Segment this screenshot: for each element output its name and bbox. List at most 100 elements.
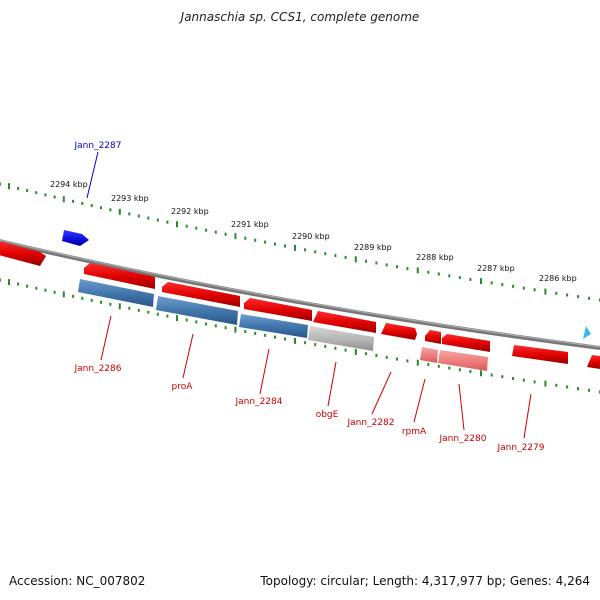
tick-label: 2288 kbp	[416, 253, 454, 262]
tick-label: 2293 kbp	[111, 194, 149, 203]
inner-scale-minor-tick	[533, 380, 536, 384]
outer-scale-minor-tick	[44, 193, 47, 197]
inner-scale-major-tick	[234, 326, 237, 333]
gene-arrow-jann-2286[interactable]	[84, 263, 155, 289]
inner-scale-minor-tick	[284, 337, 286, 341]
inner-scale-minor-tick	[0, 278, 1, 282]
outer-scale-minor-tick	[344, 255, 347, 259]
inner-scale-minor-tick	[437, 364, 440, 368]
inner-scale-minor-tick	[166, 314, 169, 318]
outer-scale-minor-tick	[490, 281, 493, 285]
outer-scale-minor-tick	[254, 238, 257, 242]
inner-scale-major-tick	[118, 303, 121, 310]
inner-scale-minor-tick	[427, 363, 430, 366]
gene-label-jann-2286[interactable]: Jann_2286	[74, 364, 122, 374]
gene-label-obge[interactable]: obgE	[316, 410, 339, 420]
gene-arrow-jann-2279[interactable]	[512, 345, 568, 364]
gene-label-jann-2280[interactable]: Jann_2280	[439, 434, 487, 444]
gene-track-obge[interactable]	[308, 326, 374, 351]
topology-summary: Topology: circular; Length: 4,317,977 bp…	[260, 574, 590, 588]
outer-scale-minor-tick	[195, 226, 198, 230]
outer-scale-minor-tick	[53, 195, 56, 199]
outer-scale-minor-tick	[264, 240, 267, 244]
outer-scale-minor-tick	[128, 212, 131, 216]
inner-scale-minor-tick	[109, 302, 112, 306]
inner-scale-minor-tick	[156, 312, 159, 316]
gene-label-leaders	[86, 151, 532, 439]
gene-arrow[interactable]	[587, 355, 600, 369]
gene-label-jann-2282[interactable]: Jann_2282	[347, 418, 395, 428]
gene-arrow-rpma[interactable]	[425, 330, 441, 344]
outer-scale-minor-tick	[274, 242, 276, 246]
outer-scale-minor-tick	[522, 286, 525, 290]
gene-track-jann-2286[interactable]	[78, 279, 154, 307]
gene-arrow-jann-2280[interactable]	[442, 334, 490, 352]
gene-label-jann-2279[interactable]: Jann_2279	[497, 443, 545, 453]
outer-scale-major-tick	[480, 278, 482, 285]
tick-label: 2287 kbp	[477, 264, 515, 273]
outer-scale-minor-tick	[334, 254, 337, 258]
inner-scale-minor-tick	[375, 354, 378, 357]
inner-scale-minor-tick	[264, 333, 267, 337]
inner-scale-minor-tick	[512, 377, 515, 380]
gene-arrow-jann-2287[interactable]	[62, 230, 89, 246]
gene-track-proa[interactable]	[156, 296, 238, 325]
outer-scale-minor-tick	[35, 191, 38, 195]
gene-arrow-obge[interactable]	[313, 311, 376, 333]
map-title: Jannaschia sp. CCS1, complete genome	[180, 10, 420, 24]
outer-scale-major-tick	[416, 267, 419, 274]
gene-arrow-proa[interactable]	[162, 282, 240, 307]
inner-scale-minor-tick	[147, 310, 150, 314]
outer-scale-minor-tick	[244, 236, 247, 240]
gene-arrow[interactable]	[0, 240, 46, 266]
tick-labels: 2294 kbp 2293 kbp 2292 kbp 2291 kbp 2290 kbp…	[50, 180, 577, 283]
inner-scale-minor-tick	[195, 320, 198, 324]
inner-scale-minor-tick	[334, 346, 337, 350]
outer-scale-minor-tick	[588, 296, 590, 300]
small-marker[interactable]	[583, 326, 591, 339]
outer-scale-minor-tick	[324, 252, 327, 256]
genome-backbone	[0, 239, 600, 350]
inner-scale-minor-tick	[385, 355, 388, 359]
inner-scale-minor-tick	[35, 286, 38, 290]
inner-scale-minor-tick	[588, 388, 590, 392]
outer-scale-minor-tick	[26, 189, 29, 193]
inner-scale-minor-tick	[448, 366, 451, 370]
outer-scale-minor-tick	[147, 216, 150, 220]
inner-scale-minor-tick	[72, 294, 75, 298]
gene-track-jann-2280[interactable]	[438, 350, 488, 371]
outer-scale-minor-tick	[284, 244, 286, 248]
gene-arrow-jann-2282[interactable]	[381, 323, 417, 340]
outer-scale-minor-tick	[90, 204, 93, 208]
gene-track-jann-2284[interactable]	[239, 314, 308, 338]
gene-label-rpma[interactable]: rpmA	[402, 427, 427, 437]
gene-track-rpma[interactable]	[420, 347, 438, 363]
inner-scale-minor-tick	[244, 330, 247, 333]
outer-scale-minor-tick	[533, 288, 536, 292]
inner-scale-minor-tick	[128, 306, 131, 310]
outer-scale-major-tick	[8, 183, 10, 190]
inner-scale-major-tick	[480, 370, 482, 377]
outer-scale-minor-tick	[458, 276, 461, 280]
tick-label: 2294 kbp	[50, 180, 88, 189]
outer-scale-major-tick	[62, 196, 65, 203]
gene-label-jann-2287[interactable]: Jann_2287	[74, 141, 122, 151]
gene-label-proa[interactable]: proA	[172, 382, 194, 392]
outer-scale-minor-tick	[156, 218, 159, 222]
inner-scale-minor-tick	[304, 341, 307, 345]
tick-label: 2292 kbp	[171, 207, 209, 216]
inner-scale-minor-tick	[406, 359, 409, 363]
inner-scale-minor-tick	[81, 296, 84, 300]
gene-arrow-jann-2284[interactable]	[244, 298, 312, 321]
inner-scale-minor-tick	[224, 326, 227, 330]
gene-label-jann-2284[interactable]: Jann_2284	[235, 397, 283, 407]
inner-scale-major-tick	[62, 291, 65, 298]
inner-scale-minor-tick	[365, 352, 368, 356]
inner-scale-minor-tick	[344, 348, 347, 352]
inner-scale-minor-tick	[214, 324, 217, 328]
gene-labels: Jann_2287 Jann_2286 proA Jann_2284 obgE …	[74, 141, 545, 453]
outer-scale-minor-tick	[396, 265, 398, 269]
inner-scale-minor-tick	[205, 322, 208, 326]
inner-scale-major-tick	[8, 279, 10, 286]
